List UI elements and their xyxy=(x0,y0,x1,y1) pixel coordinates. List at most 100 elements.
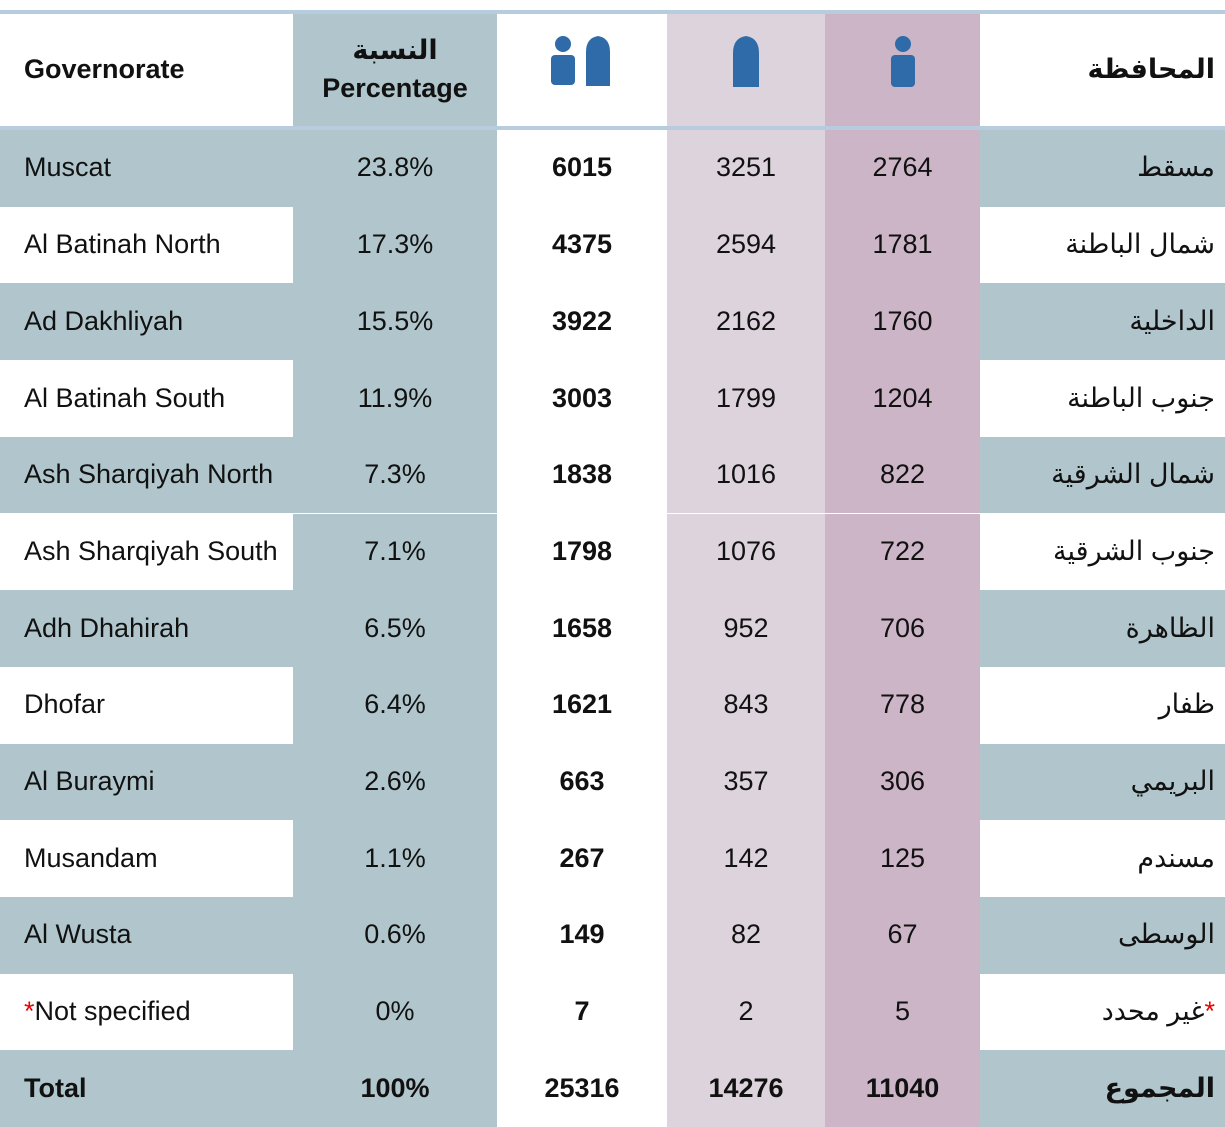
male-cell: 306 xyxy=(825,743,980,821)
arabic-name: جنوب الباطنة xyxy=(1067,382,1215,413)
male: 2764 xyxy=(872,152,933,183)
total: 6015 xyxy=(551,152,613,183)
male: 306 xyxy=(879,766,926,797)
percentage: 11.9% xyxy=(357,382,433,413)
male: 5 xyxy=(894,996,911,1027)
male-cell: 5 xyxy=(825,973,980,1051)
total-cell: 4375 xyxy=(497,206,667,284)
header-female xyxy=(667,14,825,126)
governorate-name: Muscat xyxy=(24,152,112,183)
male-cell: 1204 xyxy=(825,360,980,437)
male: 722 xyxy=(879,535,926,566)
total-cell: 3003 xyxy=(497,360,667,437)
arabic-name: الداخلية xyxy=(1129,305,1215,336)
female: 952 xyxy=(723,612,769,643)
percentage-cell: 23.8% xyxy=(293,130,497,207)
total: 3922 xyxy=(551,305,613,336)
arabic-cell: البريمي xyxy=(980,743,1225,821)
male: 706 xyxy=(879,612,926,643)
governorate-name: Ash Sharqiyah South xyxy=(24,535,278,566)
female-cell: 142 xyxy=(667,820,825,897)
governorate-text: Ash Sharqiyah South xyxy=(24,533,278,571)
percentage: 2.6% xyxy=(364,766,426,797)
male-cell: 11040 xyxy=(825,1050,980,1127)
female: 1076 xyxy=(715,535,777,566)
arabic-cell: الداخلية xyxy=(980,283,1225,361)
percentage: 23.8% xyxy=(356,152,434,183)
total-cell: 663 xyxy=(497,743,667,821)
governorate-name: Al Wusta xyxy=(24,919,132,950)
female: 2162 xyxy=(715,305,777,336)
percentage-cell: 0.6% xyxy=(293,897,497,974)
arabic-name: البريمي xyxy=(1130,766,1215,797)
governorate-text: Total xyxy=(24,1070,87,1108)
header-arabic: المحافظة xyxy=(980,14,1225,126)
governorate-cell: Musandam xyxy=(0,820,293,897)
total: 7 xyxy=(574,996,590,1027)
header-male xyxy=(825,14,980,126)
governorate-text: *Not specified xyxy=(24,993,191,1031)
header-governorate: Governorate xyxy=(0,14,293,126)
governorate-cell: *Not specified xyxy=(0,973,293,1051)
female: 14276 xyxy=(708,1072,784,1103)
governorate-text: Al Wusta xyxy=(24,916,132,954)
male-cell: 2764 xyxy=(825,130,980,207)
female-cell: 3251 xyxy=(667,130,825,207)
governorate-cell: Al Batinah North xyxy=(0,206,293,284)
arabic-cell: المجموع xyxy=(980,1050,1225,1127)
total-cell: 149 xyxy=(497,897,667,974)
female-cell: 357 xyxy=(667,743,825,821)
governorate-name: Not specified xyxy=(34,996,191,1027)
governorate-name: Ash Sharqiyah North xyxy=(24,459,274,490)
percentage-cell: 15.5% xyxy=(293,283,497,361)
total-cell: 1838 xyxy=(497,436,667,514)
female: 2 xyxy=(738,996,754,1027)
female: 843 xyxy=(723,689,769,720)
governorate-text: Adh Dhahirah xyxy=(24,610,189,648)
arabic-cell: ظفار xyxy=(980,666,1225,744)
total: 3003 xyxy=(551,382,613,413)
governorate-name: Total xyxy=(24,1072,87,1103)
percentage-cell: 2.6% xyxy=(293,743,497,821)
female: 142 xyxy=(723,842,769,873)
header-text: Percentage xyxy=(322,73,468,103)
percentage-cell: 17.3% xyxy=(293,206,497,284)
arabic-name: شمال الباطنة xyxy=(1065,229,1215,260)
note-mark: * xyxy=(24,996,35,1027)
male-cell: 822 xyxy=(825,436,980,514)
governorate-name: Al Batinah North xyxy=(24,229,221,260)
male-cell: 722 xyxy=(825,513,980,591)
header-text: المحافظة xyxy=(1087,54,1215,85)
total: 267 xyxy=(559,842,605,873)
governorate-text: Al Batinah South xyxy=(24,380,225,418)
governorate-text: Al Buraymi xyxy=(24,763,155,801)
male-cell: 125 xyxy=(825,820,980,897)
total-cell: 267 xyxy=(497,820,667,897)
female-cell: 14276 xyxy=(667,1050,825,1127)
male-cell: 1781 xyxy=(825,206,980,284)
header-rule xyxy=(0,126,1225,130)
percentage: 17.3% xyxy=(356,229,434,260)
governorate-name: Al Batinah South xyxy=(24,382,226,413)
female: 82 xyxy=(730,919,762,950)
governorate-cell: Adh Dhahirah xyxy=(0,590,293,667)
arabic-cell: شمال الباطنة xyxy=(980,206,1225,284)
arabic-cell: الظاهرة xyxy=(980,590,1225,667)
male: 11040 xyxy=(865,1072,940,1103)
governorate-cell: Muscat xyxy=(0,130,293,207)
total-cell: 7 xyxy=(497,973,667,1051)
note-mark: * xyxy=(1204,996,1215,1027)
arabic-cell: الوسطى xyxy=(980,897,1225,974)
male: 1781 xyxy=(872,229,933,260)
total: 25316 xyxy=(544,1072,620,1103)
male: 1760 xyxy=(872,305,933,336)
percentage: 1.1% xyxy=(364,842,426,873)
male-cell: 1760 xyxy=(825,283,980,361)
arabic-cell: مسقط xyxy=(980,130,1225,207)
male: 67 xyxy=(887,919,918,950)
total: 4375 xyxy=(551,229,613,260)
total: 149 xyxy=(559,919,605,950)
governorate-cell: Total xyxy=(0,1050,293,1127)
total: 1658 xyxy=(551,612,613,643)
